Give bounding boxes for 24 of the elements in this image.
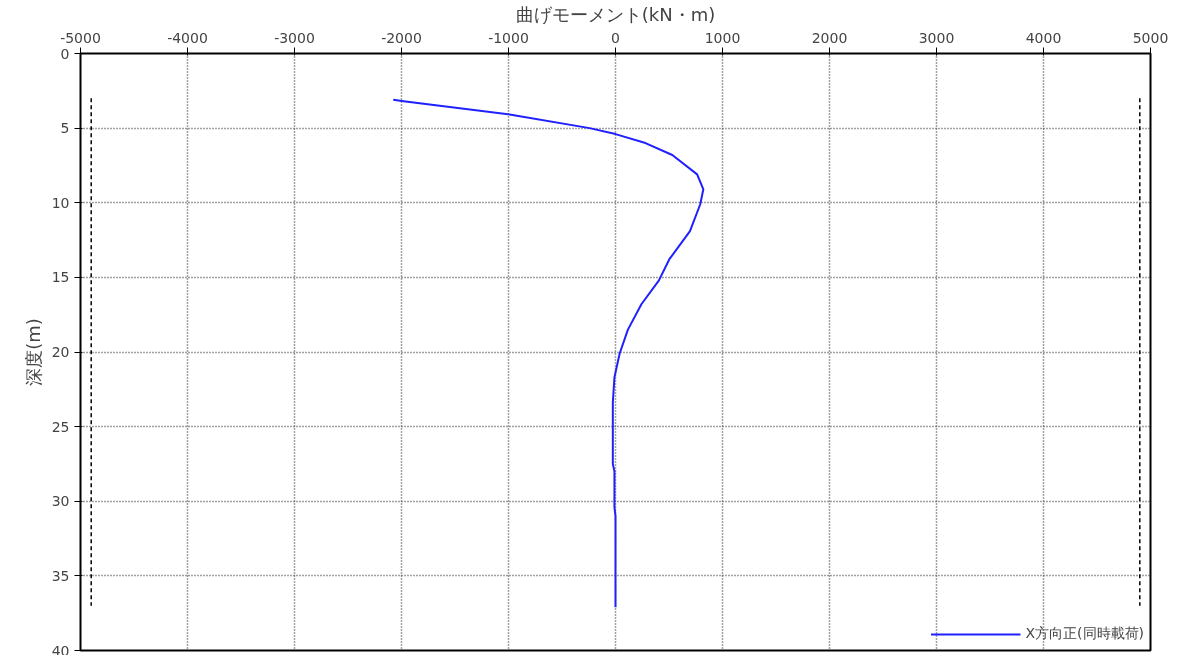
x-tick-label: 2000 bbox=[811, 29, 848, 46]
y-tick-label: 30 bbox=[51, 493, 70, 510]
x-tick-label: -2000 bbox=[381, 29, 422, 46]
y-tick-label: 20 bbox=[51, 344, 70, 360]
x-tick-label: 5000 bbox=[1132, 29, 1169, 46]
x-tick-label: 3000 bbox=[918, 29, 955, 46]
x-tick-label: -3000 bbox=[274, 29, 315, 46]
y-tick-label: 0 bbox=[60, 45, 70, 62]
x-tick-label: -4000 bbox=[167, 29, 208, 46]
y-tick-label: 15 bbox=[51, 269, 70, 286]
x-axis-title: 曲げモーメント(kN・m) bbox=[515, 3, 716, 25]
x-tick-label: 0 bbox=[611, 29, 620, 46]
y-tick-label: 10 bbox=[51, 194, 70, 211]
y-tick-label: 35 bbox=[51, 567, 70, 584]
x-tick-label: 4000 bbox=[1025, 29, 1062, 46]
y-tick-label: 25 bbox=[51, 418, 70, 435]
line-series bbox=[392, 98, 705, 609]
x-tick-label: -5000 bbox=[60, 29, 101, 46]
y-tick-label: 40 bbox=[51, 642, 70, 659]
y-tick-label: 5 bbox=[60, 120, 70, 137]
text: X方向正(同時載荷) bbox=[1025, 625, 1144, 643]
y-axis-title: 深度(m) bbox=[22, 318, 44, 386]
x-tick-label: -1000 bbox=[488, 29, 529, 46]
x-tick-label: 1000 bbox=[704, 29, 741, 46]
